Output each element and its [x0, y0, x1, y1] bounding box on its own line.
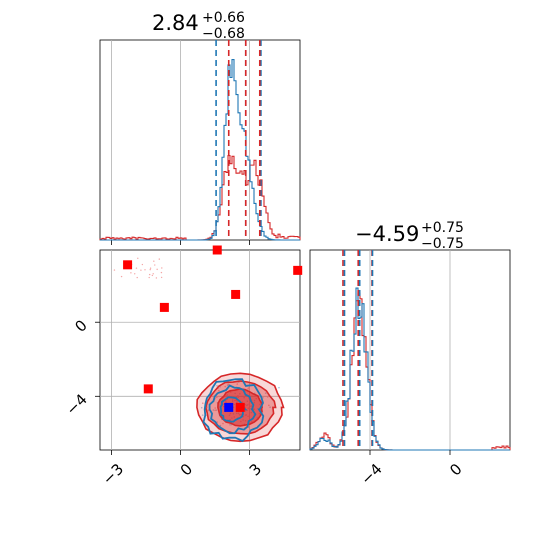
scatter-sample-dot — [160, 271, 163, 274]
hist-2-title-lower: −0.75 — [421, 236, 464, 252]
hist-2-grid — [369, 250, 451, 450]
scatter-sample-dot — [247, 387, 250, 389]
scatter-sample-dot — [236, 383, 239, 385]
hist-1-frame — [99, 39, 301, 241]
hist-1-series — [99, 59, 301, 241]
scatter-sample-dot — [268, 404, 270, 407]
scatter-sample-dot — [224, 385, 227, 388]
scatter-sample-dot — [222, 422, 224, 425]
scatter-x-tick-label: 0 — [177, 460, 196, 479]
scatter-sample-dot — [262, 396, 264, 399]
scatter-sample-dot — [135, 267, 138, 269]
scatter-sample-dot — [144, 269, 146, 271]
hist-2-title: −4.59 +0.75 −0.75 — [355, 220, 464, 252]
scatter-sample-dot — [155, 277, 158, 279]
scatter-sample-dot — [219, 424, 222, 427]
blue-contour-mid — [208, 384, 257, 435]
hist-2-quantile-lines — [342, 250, 374, 450]
blue-contour-inner — [219, 396, 248, 423]
red-marker — [212, 245, 222, 255]
scatter-sample-dot — [154, 264, 156, 266]
scatter-sample-dot — [212, 409, 215, 411]
scatter-sample-dot — [136, 276, 138, 279]
scatter-sample-dot — [161, 267, 163, 269]
scatter-sample-dot — [149, 268, 151, 271]
scatter-sample-dot — [152, 273, 154, 275]
scatter-sample-dot — [201, 414, 204, 416]
red-marker — [231, 289, 241, 299]
red-marker — [123, 260, 133, 270]
scatter-sample-dot — [266, 396, 269, 398]
scatter-sample-dot — [264, 392, 267, 394]
red-marker — [159, 302, 169, 312]
scatter-sample-dot — [141, 263, 144, 266]
scatter-sample-dot — [216, 384, 218, 387]
scatter-y-tick-label: 0 — [71, 316, 90, 335]
scatter-sample-dot — [156, 268, 158, 271]
scatter-sample-dot — [229, 423, 231, 426]
hist-2-blue-series — [309, 287, 510, 451]
scatter-y-ticks: 0 −4 — [62, 316, 100, 419]
scatter-grid — [100, 250, 300, 450]
scatter-sample-dot — [140, 269, 142, 271]
scatter-sample-dot — [227, 383, 230, 386]
scatter-x-ticks: −3 0 3 — [99, 450, 265, 488]
hist-1-grid — [111, 40, 250, 245]
scatter-x-tick-label: 3 — [246, 460, 265, 479]
hist-2-title-value: −4.59 — [355, 222, 419, 246]
scatter-sample-dot — [151, 274, 154, 277]
red-marker — [143, 384, 153, 394]
hist-panel-1: 2.84 +0.66 −0.68 — [99, 10, 301, 245]
hist-2-frame — [309, 249, 511, 451]
red-marker — [235, 402, 245, 412]
scatter-sample-dot — [278, 386, 280, 389]
red-marker — [293, 265, 303, 275]
scatter-sample-dot — [269, 406, 271, 408]
hist-1-title-value: 2.84 — [152, 11, 199, 35]
scatter-sample-dot — [130, 272, 132, 274]
scatter-sample-dot — [120, 275, 123, 278]
hist-1-title-lower: −0.68 — [202, 26, 245, 42]
hist-2-x-tick-label: 0 — [446, 460, 465, 479]
scatter-sample-dot — [200, 406, 203, 409]
blue-marker — [224, 402, 234, 412]
scatter-sample-dot — [137, 257, 139, 259]
scatter-sample-dot — [218, 389, 220, 392]
scatter-sample-dot — [216, 396, 218, 399]
hist-panel-2: −4 0 −4.59 +0.75 −0.75 — [309, 220, 511, 488]
hist-2-x-tick-label: −4 — [357, 460, 385, 488]
hist-1-quantile-lines — [215, 40, 262, 240]
scatter-sample-dot — [160, 276, 163, 279]
scatter-sample-dot — [201, 402, 204, 405]
hist-2-series — [309, 287, 511, 451]
scatter-points — [123, 245, 303, 412]
scatter-sample-dot — [134, 273, 136, 275]
hist-1-title: 2.84 +0.66 −0.68 — [152, 10, 245, 42]
scatter-panel: −3 0 3 0 −4 — [62, 245, 303, 488]
scatter-sample-dot — [214, 409, 216, 412]
scatter-sample-dot — [148, 273, 151, 276]
scatter-sample-dot — [158, 258, 161, 260]
scatter-sample-dot — [214, 407, 216, 409]
hist-2-title-upper: +0.75 — [421, 220, 464, 236]
scatter-y-tick-label: −4 — [62, 390, 90, 418]
hist-1-blue-series — [100, 59, 300, 241]
scatter-sample-dot — [113, 269, 116, 271]
scatter-x-tick-label: −3 — [99, 460, 127, 488]
scatter-sample-dot — [215, 409, 218, 411]
scatter-sample-dot — [148, 276, 150, 279]
hist-2-x-ticks: −4 0 — [357, 450, 466, 488]
scatter-sample-dot — [153, 260, 155, 262]
blue-contour-outer — [202, 378, 265, 443]
scatter-sample-dot — [149, 267, 152, 269]
hist-1-title-upper: +0.66 — [202, 10, 245, 26]
